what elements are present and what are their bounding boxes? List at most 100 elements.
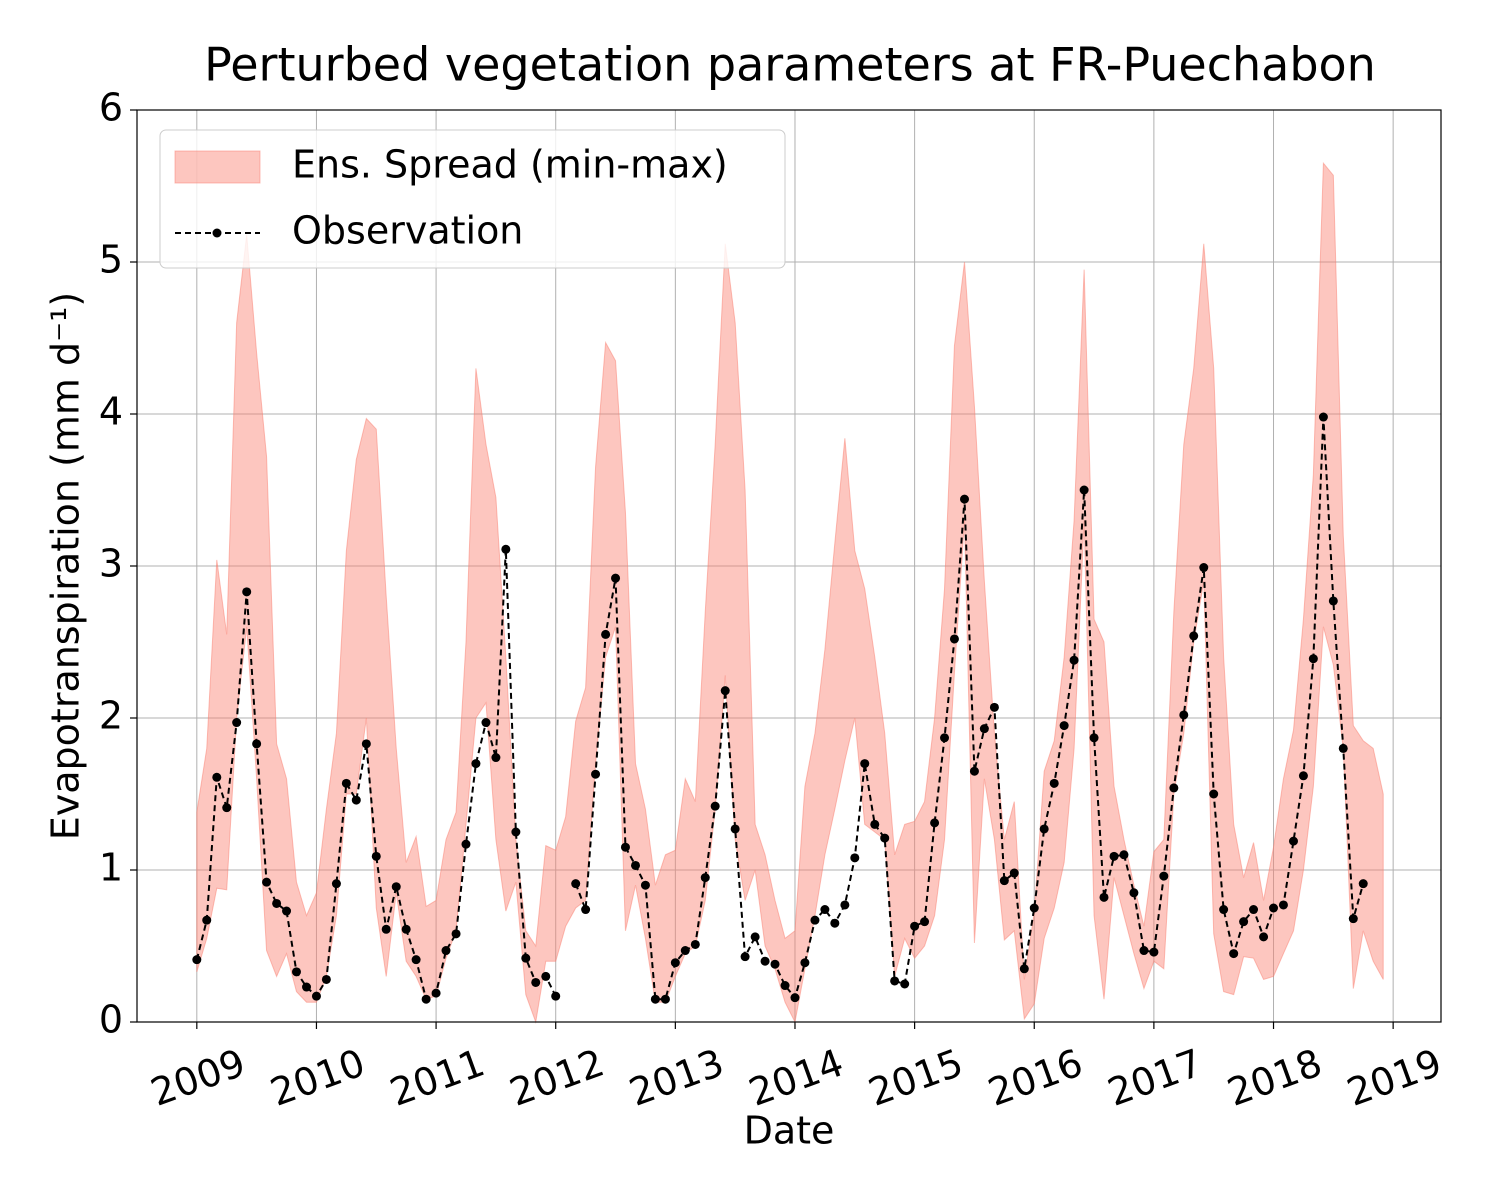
observation-point: [401, 924, 411, 934]
observation-point: [611, 573, 621, 583]
y-tick-label: 0: [99, 998, 123, 1042]
observation-point: [790, 993, 800, 1003]
observation-point: [531, 977, 541, 987]
observation-point: [810, 915, 820, 925]
observation-point: [272, 898, 282, 908]
observation-point: [840, 900, 850, 910]
observation-point: [1189, 631, 1199, 641]
observation-point: [800, 958, 810, 968]
observation-point: [341, 778, 351, 788]
y-tick-label: 4: [99, 390, 123, 434]
observation-point: [491, 753, 501, 763]
observation-point: [960, 494, 970, 504]
observation-point: [730, 824, 740, 834]
observation-point: [1039, 824, 1049, 834]
observation-point: [421, 994, 431, 1004]
observation-point: [830, 918, 840, 928]
observation-point: [302, 982, 312, 992]
observation-point: [1119, 850, 1129, 860]
observation-point: [1149, 947, 1159, 957]
observation-point: [581, 905, 591, 915]
observation-point: [1229, 949, 1239, 959]
observation-point: [1099, 892, 1109, 902]
x-tick-label: 2015: [863, 1040, 969, 1114]
observation-point: [361, 739, 371, 749]
observation-point: [969, 766, 979, 776]
observation-point: [860, 759, 870, 769]
observation-point: [1129, 888, 1139, 898]
observation-point: [760, 956, 770, 966]
observation-point: [660, 994, 670, 1004]
observation-point: [880, 833, 890, 843]
observation-point: [1249, 905, 1259, 915]
x-tick-label: 2011: [384, 1040, 490, 1114]
observation-point: [441, 946, 451, 956]
observation-point: [1109, 851, 1119, 861]
observation-point: [311, 991, 321, 1001]
plot-frame: [136, 109, 1442, 1023]
observation-point: [750, 932, 760, 942]
observation-point: [620, 842, 630, 852]
x-tick-label: 2009: [145, 1040, 251, 1114]
observation-point: [551, 991, 561, 1001]
observation-point: [890, 976, 900, 986]
x-tick-label: 2013: [624, 1040, 730, 1114]
observation-point: [291, 967, 301, 977]
observation-point: [740, 952, 750, 962]
observation-point: [989, 702, 999, 712]
observation-point: [461, 839, 471, 849]
spread-band: [196, 161, 1384, 1024]
legend-label: Observation: [292, 209, 523, 253]
x-tick-label: 2016: [982, 1040, 1088, 1114]
observation-point: [720, 686, 730, 696]
x-tick-label: 2014: [743, 1040, 849, 1114]
observation-point: [232, 718, 242, 728]
observation-point: [1278, 900, 1288, 910]
observation-point: [700, 873, 710, 883]
observation-point: [640, 880, 650, 890]
observation-point: [571, 879, 581, 889]
observation-point: [601, 629, 611, 639]
legend-marker: [212, 228, 222, 238]
observation-point: [910, 921, 920, 931]
observation-point: [1019, 964, 1029, 974]
observation-point: [591, 769, 601, 779]
observation-point: [710, 801, 720, 811]
y-tick-label: 1: [99, 846, 123, 890]
observation-point: [1029, 903, 1039, 913]
observation-point: [521, 953, 531, 963]
x-tick-label: 2019: [1341, 1040, 1447, 1114]
legend-label: Ens. Spread (min-max): [292, 143, 728, 187]
observation-point: [541, 971, 551, 981]
observation-point: [1269, 903, 1279, 913]
legend: Ens. Spread (min-max) Observation: [159, 129, 786, 269]
observation-point: [920, 917, 930, 927]
observation-point: [1219, 905, 1229, 915]
chart-title: Perturbed vegetation parameters at FR-Pu…: [204, 38, 1376, 92]
observation-point: [1328, 596, 1338, 606]
observation-point: [1358, 879, 1368, 889]
observation-point: [451, 929, 461, 939]
observation-point: [680, 946, 690, 956]
observation-point: [252, 739, 262, 749]
observation-point: [631, 860, 641, 870]
observation-point: [850, 853, 860, 863]
observation-point: [1199, 563, 1209, 573]
observation-point: [999, 876, 1009, 886]
observation-point: [511, 827, 521, 837]
observation-point: [1209, 789, 1219, 799]
y-tick-label: 5: [99, 238, 123, 282]
observation-point: [820, 905, 830, 915]
observation-point: [1298, 771, 1308, 781]
observation-point: [870, 819, 880, 829]
observation-point: [371, 851, 381, 861]
observation-point: [391, 882, 401, 892]
observation-point: [1239, 917, 1249, 927]
y-tick-label: 6: [99, 86, 123, 130]
observation-point: [471, 759, 481, 769]
observation-point: [690, 939, 700, 949]
observation-point: [192, 955, 202, 965]
observation-point: [949, 634, 959, 644]
